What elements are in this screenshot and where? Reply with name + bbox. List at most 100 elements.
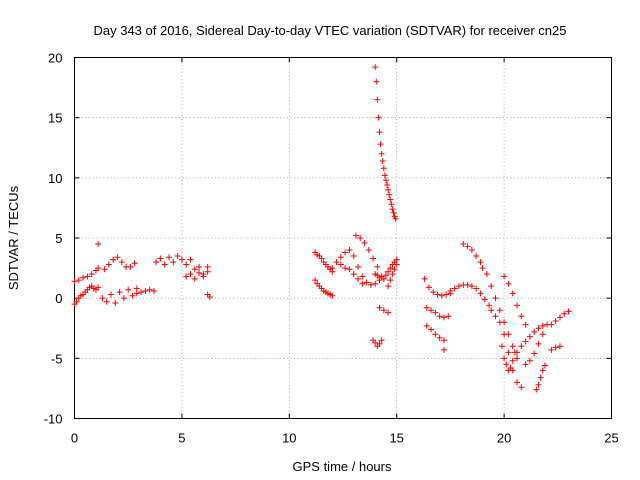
data-point (451, 285, 458, 292)
data-point (373, 78, 380, 85)
series-segment-k (312, 277, 336, 299)
series-segment-aa (488, 307, 525, 391)
data-point (71, 278, 78, 285)
data-point (552, 318, 559, 325)
data-point (183, 273, 190, 280)
data-point (80, 274, 87, 281)
data-point (372, 64, 379, 71)
series-segment-q (372, 64, 399, 222)
data-point (352, 232, 359, 239)
data-point (503, 361, 510, 368)
data-point (157, 255, 164, 262)
y-tick-label: -5 (51, 351, 63, 366)
data-point (374, 263, 381, 270)
data-point (355, 275, 362, 282)
data-point (329, 265, 336, 272)
x-tick-label: 25 (604, 431, 618, 446)
data-point (464, 243, 471, 250)
data-point (118, 259, 125, 266)
data-point (342, 249, 349, 256)
data-point (434, 291, 441, 298)
data-point (539, 367, 546, 374)
data-point (479, 265, 486, 272)
data-point (346, 266, 353, 273)
series-segment-e (99, 285, 140, 306)
series-segment-ad (513, 308, 572, 356)
y-tick-label: 0 (55, 291, 62, 306)
data-point (375, 114, 382, 121)
y-tick-labels: -10 -5 0 5 10 15 20 (44, 51, 63, 427)
series-segment-d (101, 254, 138, 273)
series-segment-p (385, 261, 400, 290)
series-segment-a (71, 283, 102, 308)
data-point (561, 310, 568, 317)
data-point (131, 260, 138, 267)
data-point (380, 275, 387, 282)
data-point (350, 253, 357, 260)
data-point (387, 277, 394, 284)
data-point (430, 289, 437, 296)
data-point (531, 350, 538, 357)
data-point (535, 340, 542, 347)
data-point (507, 364, 514, 371)
data-point (392, 215, 399, 222)
data-point (75, 277, 82, 284)
series-segment-w (440, 346, 447, 353)
data-point (377, 141, 384, 148)
data-point (101, 266, 108, 273)
data-point (518, 343, 525, 350)
data-point (391, 266, 398, 273)
data-point (537, 374, 544, 381)
data-point (312, 277, 319, 284)
series-segment-ac (501, 273, 529, 328)
data-point (492, 295, 499, 302)
data-point (535, 325, 542, 332)
x-tick-label: 0 (71, 431, 78, 446)
data-point (372, 339, 379, 346)
data-point (204, 268, 211, 275)
series-segment-f (133, 286, 157, 297)
data-points (71, 64, 572, 393)
data-point (153, 259, 160, 266)
series-segment-z (479, 265, 520, 362)
data-point (200, 273, 207, 280)
data-point (496, 307, 503, 314)
data-point (438, 292, 445, 299)
data-point (363, 279, 370, 286)
data-point (556, 343, 563, 350)
data-point (548, 346, 555, 353)
data-point (393, 261, 400, 268)
data-point (114, 254, 121, 261)
data-point (440, 346, 447, 353)
data-point (381, 172, 388, 179)
data-point (425, 284, 432, 291)
data-point (183, 261, 190, 268)
data-point (535, 381, 542, 388)
data-point (88, 271, 95, 278)
series-segment-l (329, 247, 383, 288)
data-point (445, 313, 452, 320)
series-segment-r (370, 337, 385, 350)
data-point (505, 280, 512, 287)
axis-ticks (74, 57, 612, 419)
data-point (481, 296, 488, 303)
data-point (376, 340, 383, 347)
series-segment-i (204, 291, 213, 300)
series-segment-c (95, 241, 102, 248)
y-tick-label: 5 (55, 231, 62, 246)
data-point (99, 295, 106, 302)
data-point (385, 268, 392, 275)
data-point (552, 344, 559, 351)
series-segment-y (460, 241, 484, 266)
data-point (464, 281, 471, 288)
series-segment-x (447, 281, 493, 309)
data-point (501, 273, 508, 280)
data-point (384, 182, 391, 189)
data-point (541, 362, 548, 369)
data-point (509, 290, 516, 297)
data-point (116, 289, 123, 296)
data-point (129, 292, 136, 299)
data-point (509, 343, 516, 350)
data-point (423, 322, 430, 329)
